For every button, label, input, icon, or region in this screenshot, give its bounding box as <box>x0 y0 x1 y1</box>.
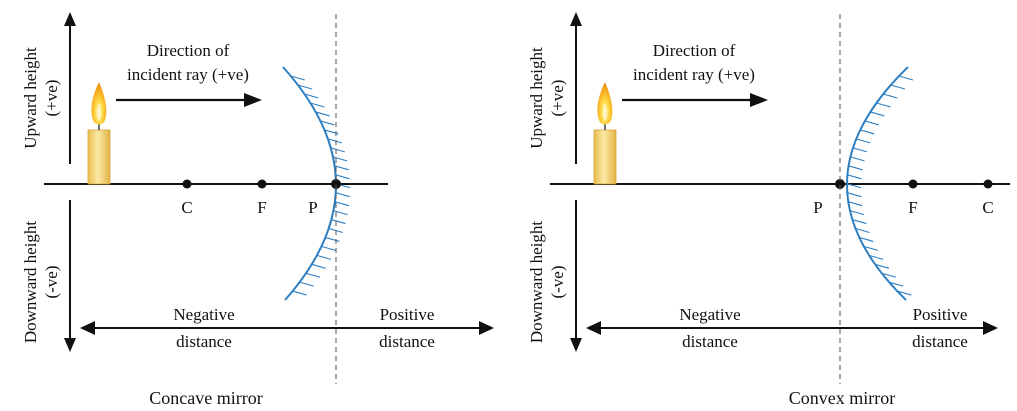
mirror-hatch-mark <box>868 254 884 260</box>
mirror-hatch-mark <box>290 75 305 81</box>
mirror-hatch-mark <box>859 236 874 242</box>
mirror-hatch-mark <box>898 75 914 81</box>
negative-distance-label-line1: Negative <box>173 305 234 324</box>
positive-distance-label-line1: Positive <box>380 305 435 324</box>
up-arrowhead-icon <box>64 12 76 26</box>
upward-height-label: Upward height <box>527 47 546 149</box>
direction-label-line1: Direction of <box>653 41 736 60</box>
mirror-hatch-mark <box>321 245 336 251</box>
mirror-hatch-mark <box>327 138 343 144</box>
concave-mirror-panel: Upward height (+ve) Downward height (-ve… <box>21 12 494 408</box>
mirror-hatch-mark <box>332 156 348 162</box>
point-p-label: P <box>308 198 317 217</box>
downward-height-sign: (-ve) <box>42 265 61 298</box>
panel-caption: Concave mirror <box>149 388 262 408</box>
mirror-hatch-mark <box>874 263 890 269</box>
candle-icon <box>593 82 617 185</box>
mirror-hatch-mark <box>848 165 863 171</box>
down-arrowhead-icon <box>64 338 76 352</box>
up-arrowhead-icon <box>570 12 582 26</box>
mirror-hatch-mark <box>890 84 905 90</box>
left-arrowhead-icon <box>586 321 601 335</box>
downward-height-label: Downward height <box>21 221 40 344</box>
mirror-hatch-mark <box>315 111 330 117</box>
mirror-hatch-mark <box>876 102 891 108</box>
mirror-hatch-mark <box>852 219 867 225</box>
direction-label-line1: Direction of <box>147 41 230 60</box>
mirror-hatch-mark <box>325 236 340 242</box>
mirror-hatch-mark <box>297 84 313 90</box>
mirror-hatch-mark <box>856 138 871 144</box>
mirror-hatch-mark <box>334 201 350 207</box>
mirror-hatch-mark <box>855 227 870 234</box>
mirror-hatch-mark <box>864 120 880 126</box>
mirror-hatch-mark <box>852 147 868 153</box>
mirror-hatch-mark <box>863 245 879 251</box>
downward-height-sign: (-ve) <box>548 265 567 298</box>
center-of-curvature-point <box>182 179 192 189</box>
mirror-hatch-mark <box>888 281 904 287</box>
mirror-hatch-mark <box>849 210 865 216</box>
mirror-hatch-mark <box>881 272 896 278</box>
incident-ray-arrowhead-icon <box>750 93 768 107</box>
focus-point <box>257 179 267 189</box>
mirror-hatch-mark <box>860 129 875 135</box>
direction-label-line2: incident ray (+ve) <box>127 65 249 84</box>
mirror-hatch-mark <box>850 156 865 162</box>
point-f-label: F <box>908 198 917 217</box>
right-arrowhead-icon <box>479 321 494 335</box>
mirror-hatch-mark <box>847 192 862 198</box>
mirror-hatch-mark <box>335 174 350 180</box>
mirror-hatch-mark <box>331 219 346 225</box>
upward-height-sign: (+ve) <box>548 80 567 117</box>
mirror-hatch-mark <box>292 290 307 296</box>
mirror-hatch-mark <box>848 201 863 207</box>
direction-label-line2: incident ray (+ve) <box>633 65 755 84</box>
mirror-hatch-mark <box>870 111 885 117</box>
mirror-hatch-mark <box>305 272 321 278</box>
mirror-hatch-mark <box>330 147 345 153</box>
positive-distance-label-line2: distance <box>379 332 435 351</box>
panel-caption: Convex mirror <box>789 388 895 408</box>
mirror-hatch-mark <box>846 183 862 189</box>
mirror-hatch-mark <box>316 254 332 260</box>
pole-point <box>331 179 341 189</box>
negative-distance-label-line1: Negative <box>679 305 740 324</box>
point-c-label: C <box>181 198 192 217</box>
mirror-hatch-mark <box>333 210 348 216</box>
mirror-hatch-mark <box>304 93 319 99</box>
mirror-hatch-mark <box>847 174 862 180</box>
upward-height-sign: (+ve) <box>42 80 61 117</box>
mirror-hatch-mark <box>310 102 325 108</box>
negative-distance-label-line2: distance <box>176 332 232 351</box>
convex-mirror-panel: Upward height (+ve) Downward height (-ve… <box>527 12 1010 408</box>
mirror-hatch-mark <box>299 281 314 287</box>
focus-point <box>908 179 918 189</box>
downward-height-label: Downward height <box>527 221 546 344</box>
positive-distance-label-line1: Positive <box>913 305 968 324</box>
pole-point <box>835 179 845 189</box>
candle-icon <box>87 82 111 185</box>
point-f-label: F <box>257 198 266 217</box>
upward-height-label: Upward height <box>21 47 40 149</box>
mirror-hatch-mark <box>311 263 326 269</box>
convex-mirror-icon <box>846 66 914 301</box>
mirror-hatch-mark <box>335 192 350 198</box>
mirror-hatch-mark <box>320 120 335 126</box>
down-arrowhead-icon <box>570 338 582 352</box>
mirror-hatch-mark <box>883 93 898 99</box>
center-of-curvature-point <box>983 179 993 189</box>
point-c-label: C <box>982 198 993 217</box>
positive-distance-label-line2: distance <box>912 332 968 351</box>
point-p-label: P <box>813 198 822 217</box>
incident-ray-arrowhead-icon <box>244 93 262 107</box>
mirror-hatch-mark <box>897 290 912 296</box>
mirror-hatch-mark <box>334 165 349 171</box>
negative-distance-label-line2: distance <box>682 332 738 351</box>
right-arrowhead-icon <box>983 321 998 335</box>
left-arrowhead-icon <box>80 321 95 335</box>
